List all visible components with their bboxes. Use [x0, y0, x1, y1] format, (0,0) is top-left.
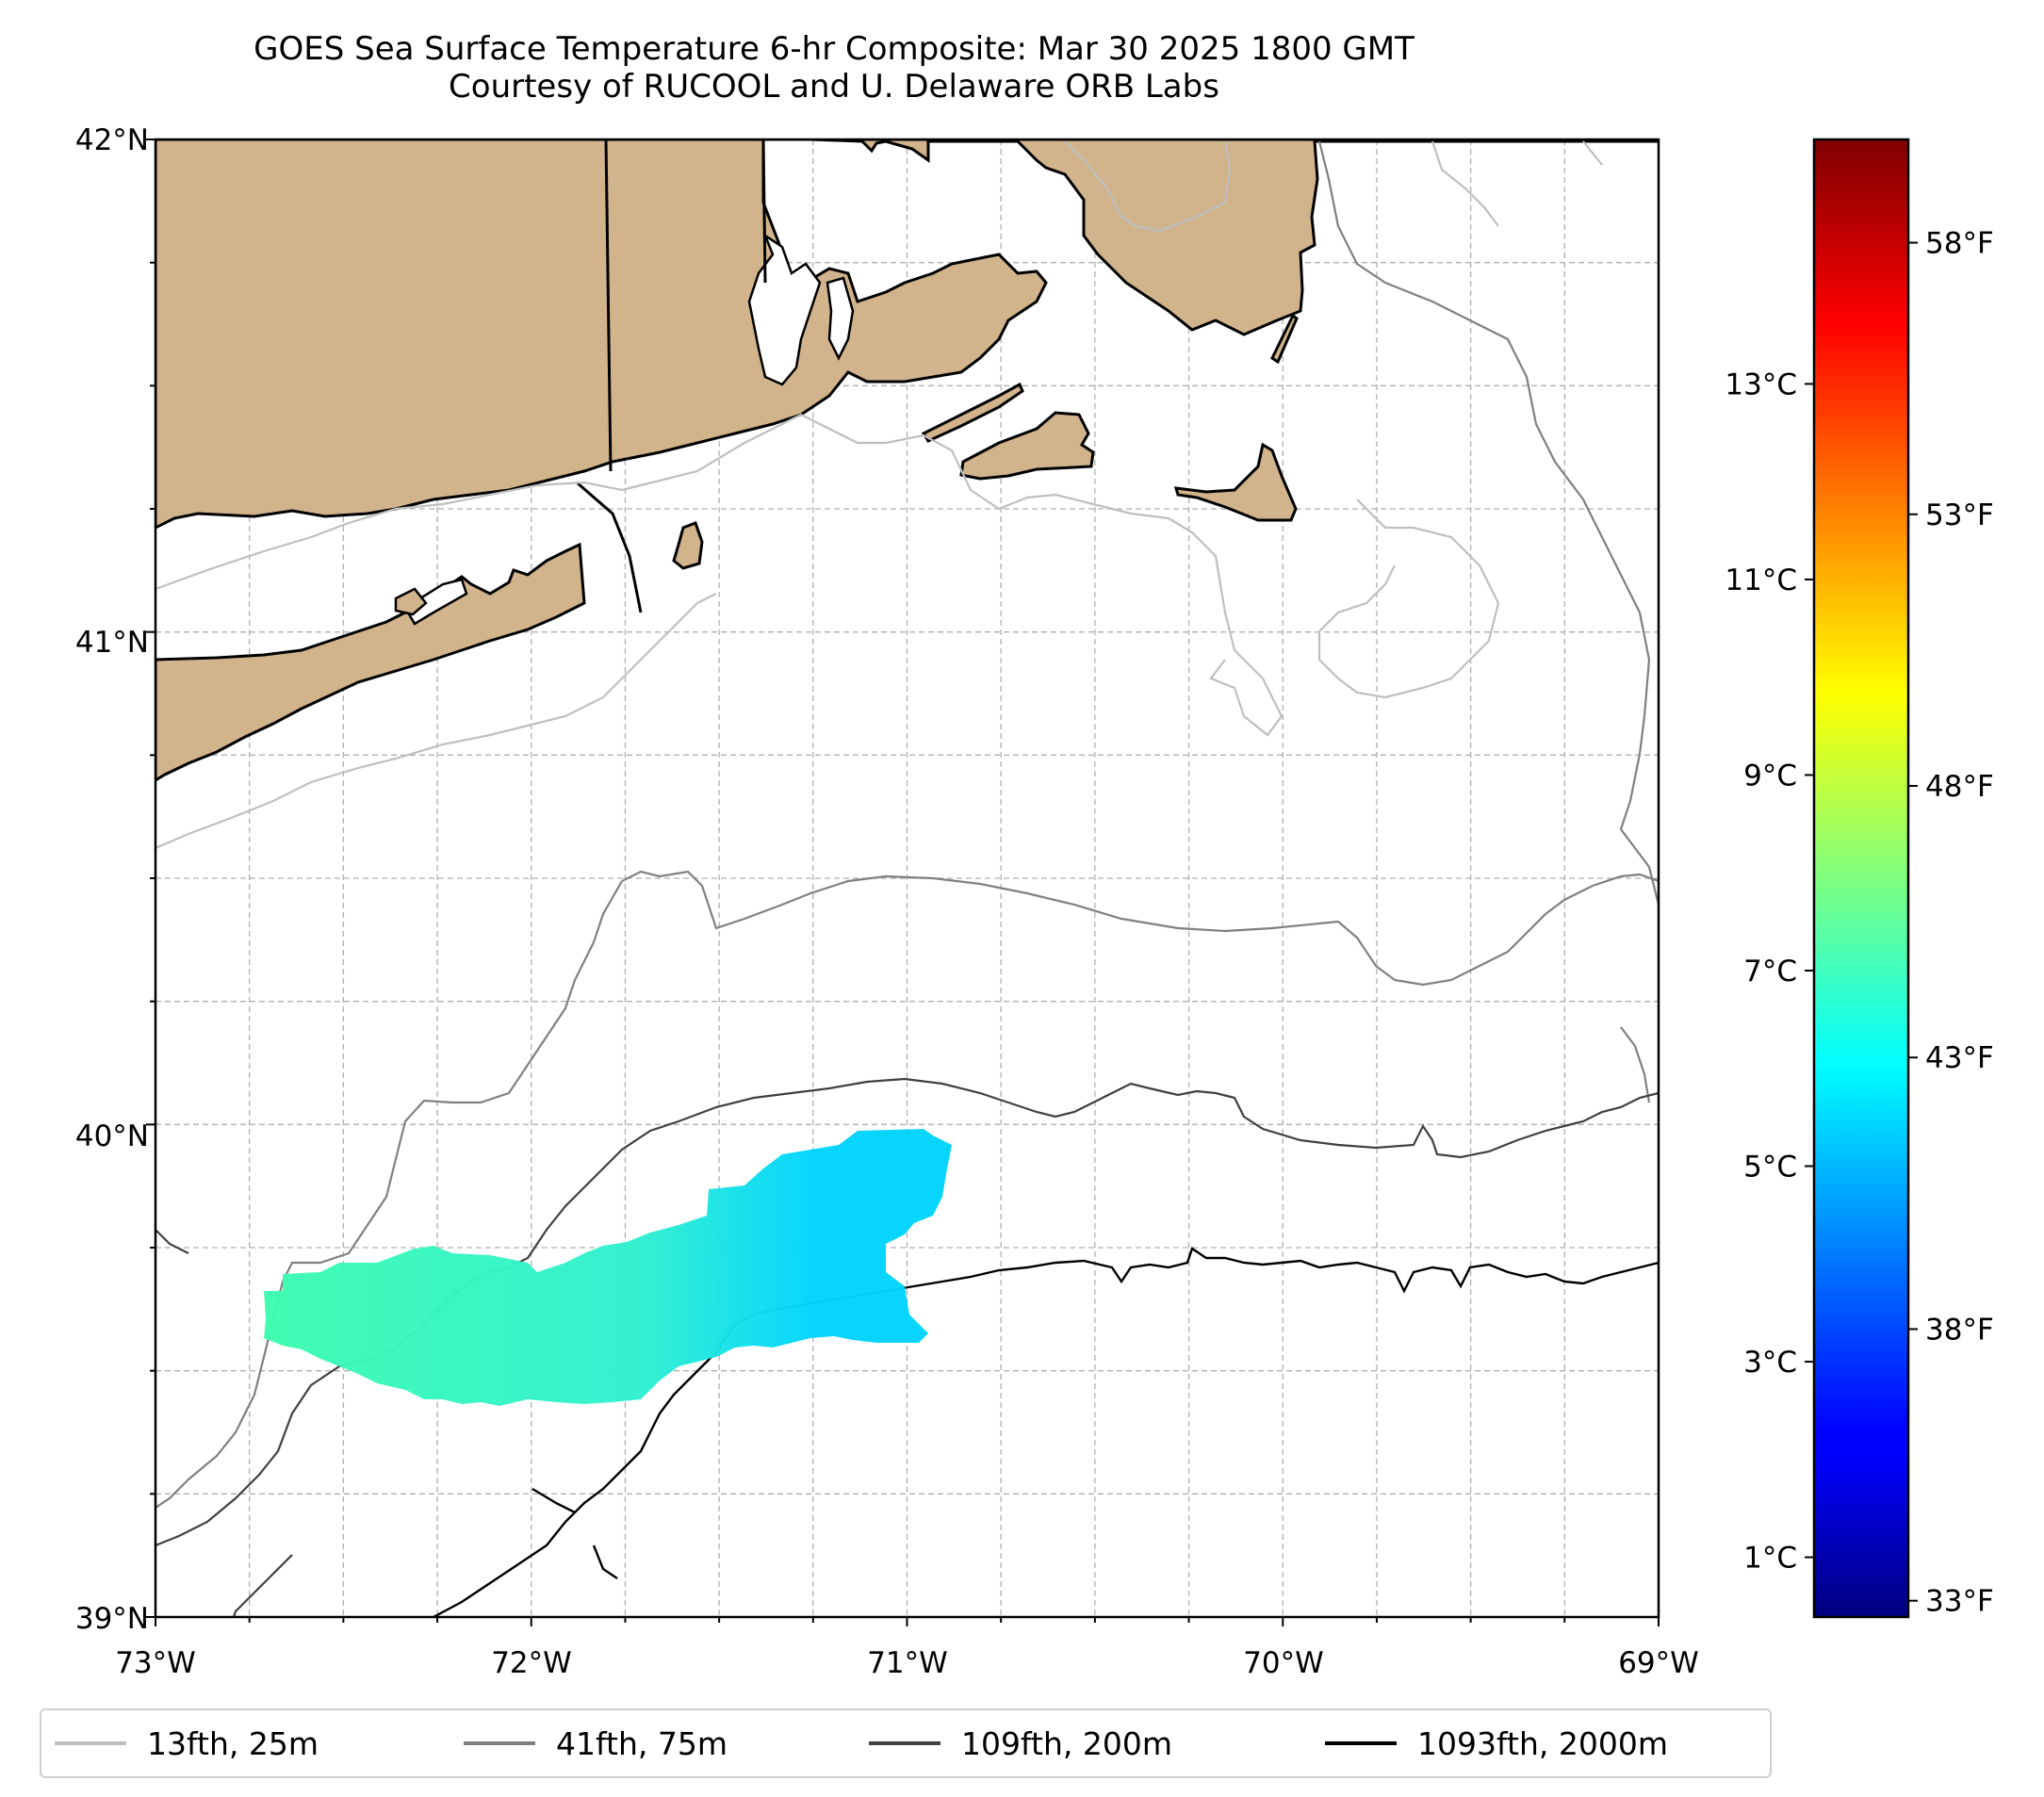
- celsius-tick-label: 1°C: [1743, 1542, 1797, 1576]
- legend-swatch: [464, 1741, 535, 1745]
- bathymetry-legend: 13fth, 25m 41fth, 75m 109fth, 200m 1093f…: [40, 1708, 1772, 1778]
- state-border-ct-ri: [604, 139, 613, 472]
- legend-swatch: [869, 1741, 940, 1745]
- land-new-england: [155, 139, 1659, 530]
- lat-label-42: 42°N: [75, 123, 149, 157]
- celsius-tick-label: 5°C: [1743, 1151, 1797, 1184]
- lat-label-41: 41°N: [75, 626, 149, 660]
- legend-label: 13fth, 25m: [147, 1724, 319, 1762]
- lon-label-73: 73°W: [115, 1646, 196, 1680]
- chart-subtitle: Courtesy of RUCOOL and U. Delaware ORB L…: [449, 68, 1219, 106]
- state-border-ri-ma: [761, 139, 767, 284]
- fahrenheit-tick-label: 33°F: [1925, 1585, 1994, 1619]
- colorbar: [1812, 138, 1910, 1619]
- legend-label: 109fth, 200m: [961, 1724, 1172, 1762]
- peconic-bay: [403, 578, 468, 626]
- legend-item-25m: 13fth, 25m: [55, 1710, 319, 1776]
- legend-item-75m: 41fth, 75m: [464, 1710, 728, 1776]
- legend-label: 1093fth, 2000m: [1417, 1724, 1668, 1762]
- lon-label-72: 72°W: [491, 1646, 572, 1680]
- legend-swatch: [1325, 1741, 1397, 1745]
- mount-hope-bay: [826, 276, 855, 361]
- legend-swatch: [55, 1741, 126, 1745]
- fahrenheit-tick-label: 58°F: [1925, 227, 1994, 261]
- shelter-island: [394, 587, 428, 616]
- legend-label: 41fth, 75m: [556, 1724, 728, 1762]
- isobath-25m: [155, 140, 1603, 850]
- fahrenheit-tick-label: 48°F: [1925, 770, 1994, 804]
- land-marthas-vineyard: [959, 411, 1095, 481]
- sst-patch: [264, 1129, 952, 1406]
- lat-label-40: 40°N: [75, 1119, 149, 1153]
- lat-label-39: 39°N: [75, 1602, 149, 1636]
- colorbar-ticks: [1805, 241, 1918, 1602]
- land-nantucket: [1173, 442, 1298, 522]
- fahrenheit-tick-label: 43°F: [1925, 1041, 1994, 1075]
- celsius-tick-label: 11°C: [1725, 564, 1797, 597]
- legend-item-2000m: 1093fth, 2000m: [1325, 1710, 1668, 1776]
- lon-label-71: 71°W: [867, 1646, 948, 1680]
- lon-label-69: 69°W: [1618, 1646, 1699, 1680]
- lon-label-70: 70°W: [1243, 1646, 1324, 1680]
- chart-title: GOES Sea Surface Temperature 6-hr Compos…: [253, 30, 1414, 68]
- narragansett-bay: [747, 232, 822, 386]
- land-elizabeth-islands: [921, 382, 1024, 443]
- land-monomoy: [1270, 313, 1299, 365]
- axis-ticks: [146, 139, 1660, 1626]
- celsius-tick-label: 3°C: [1743, 1346, 1797, 1380]
- land-long-island: [155, 542, 586, 782]
- isobath-75m: [155, 140, 1659, 1509]
- celsius-tick-label: 7°C: [1743, 955, 1797, 988]
- land-block-island: [672, 521, 704, 570]
- celsius-tick-label: 9°C: [1743, 759, 1797, 792]
- celsius-tick-label: 13°C: [1725, 368, 1797, 401]
- fahrenheit-tick-label: 53°F: [1925, 498, 1994, 532]
- legend-item-200m: 109fth, 200m: [869, 1710, 1172, 1776]
- isobath-2000m: [433, 1247, 1659, 1617]
- ny-border: [576, 481, 643, 613]
- fahrenheit-tick-label: 38°F: [1925, 1313, 1994, 1347]
